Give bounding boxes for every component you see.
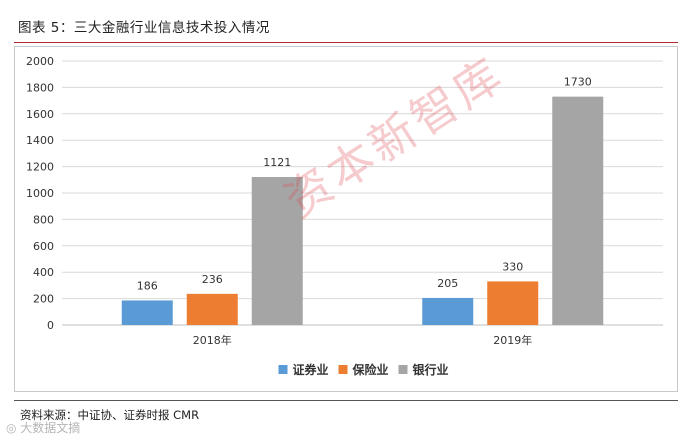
y-tick-label: 600 [33,240,54,253]
source-divider [14,400,678,401]
bar-证券业 [121,300,173,325]
legend-label: 银行业 [413,362,449,377]
legend-swatch [398,365,408,374]
y-tick-label: 400 [33,266,54,279]
data-label: 1121 [263,156,291,169]
legend-label: 证券业 [293,362,329,377]
data-label: 205 [437,277,458,290]
data-label: 186 [137,279,158,292]
legend-swatch [338,365,348,374]
legend-label: 保险业 [352,362,389,377]
y-tick-label: 1400 [26,134,54,147]
x-tick-label: 2018年 [193,333,232,347]
bar-chart: 0 200 400 600 800 1000 1200 1400 1600 1800 2000 186… [26,55,663,377]
publisher-logo: ◎ 大数据文摘 [6,421,81,435]
bar-银行业 [251,177,303,325]
bar-保险业 [186,293,238,325]
y-tick-label: 0 [47,319,54,332]
y-tick-label: 800 [33,213,54,226]
y-tick-label: 1600 [26,108,54,121]
figure-header: 图表 5：三大金融行业信息技术投入情况 [14,8,678,43]
figure-title: 图表 5：三大金融行业信息技术投入情况 [18,20,270,36]
y-tick-label: 1200 [26,161,54,174]
data-label: 330 [502,260,523,273]
y-tick-label: 1000 [26,187,54,200]
y-tick-label: 200 [33,293,54,306]
data-label: 236 [202,273,223,286]
bar-保险业 [487,281,539,325]
bar-银行业 [552,96,604,325]
y-tick-label: 2000 [26,55,54,68]
source-note: 资料来源：中证协、证券时报 CMR [20,408,200,422]
x-tick-label: 2019年 [493,333,532,347]
chart-frame [14,46,678,392]
legend-swatch [278,365,288,374]
bar-证券业 [422,297,474,325]
data-label: 1730 [564,76,592,89]
y-tick-label: 1800 [26,81,54,94]
